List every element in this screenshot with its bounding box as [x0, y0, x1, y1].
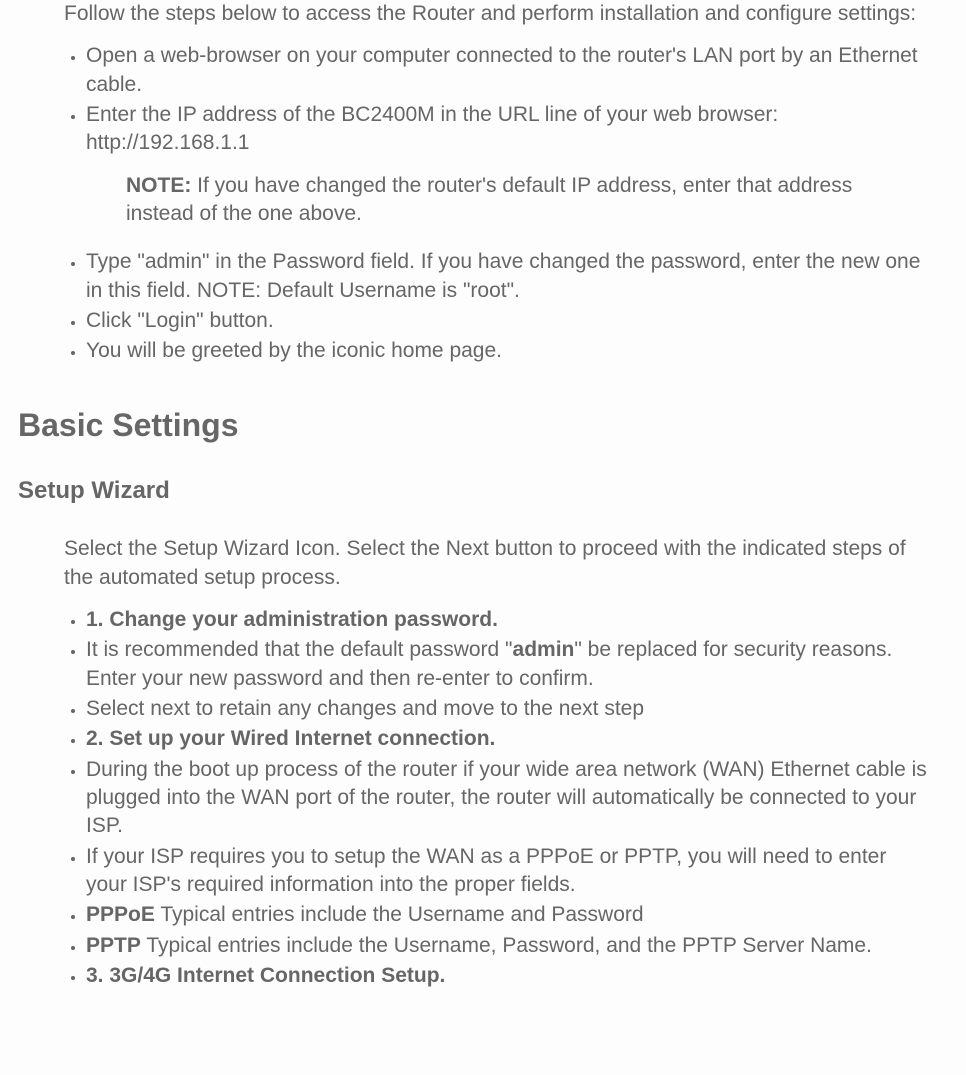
list-item: PPTP Typical entries include the Usernam…	[86, 932, 928, 960]
text: It is recommended that the default passw…	[86, 638, 513, 661]
list-item: 1. Change your administration password.	[86, 606, 928, 634]
bold-text: PPPoE	[86, 903, 155, 926]
list-item: Open a web-browser on your computer conn…	[86, 42, 928, 99]
list-item: Enter the IP address of the BC2400M in t…	[86, 101, 928, 158]
access-steps-list-2: Type "admin" in the Password field. If y…	[64, 248, 928, 365]
note-label: NOTE:	[126, 174, 191, 197]
list-item: If your ISP requires you to setup the WA…	[86, 843, 928, 900]
intro-text: Follow the steps below to access the Rou…	[64, 0, 918, 28]
heading-setup-wizard: Setup Wizard	[18, 475, 948, 507]
list-item: Click "Login" button.	[86, 307, 928, 335]
text: Typical entries include the Username and…	[155, 903, 644, 926]
list-item: Select next to retain any changes and mo…	[86, 695, 928, 723]
list-item: During the boot up process of the router…	[86, 756, 928, 841]
step-heading: 1. Change your administration password.	[86, 608, 498, 631]
heading-basic-settings: Basic Settings	[18, 404, 948, 447]
list-item: 3. 3G/4G Internet Connection Setup.	[86, 962, 928, 990]
text: Typical entries include the Username, Pa…	[141, 934, 872, 957]
list-item: PPPoE Typical entries include the Userna…	[86, 901, 928, 929]
wizard-steps-list: 1. Change your administration password. …	[64, 606, 928, 990]
bold-text: admin	[513, 638, 575, 661]
access-steps-list-1: Open a web-browser on your computer conn…	[64, 42, 928, 157]
wizard-intro-text: Select the Setup Wizard Icon. Select the…	[64, 535, 918, 592]
note-block: NOTE: If you have changed the router's d…	[126, 172, 918, 229]
step-heading: 2. Set up your Wired Internet connection…	[86, 727, 495, 750]
list-item: You will be greeted by the iconic home p…	[86, 337, 928, 365]
list-item: It is recommended that the default passw…	[86, 636, 928, 693]
step-heading: 3. 3G/4G Internet Connection Setup.	[86, 964, 445, 987]
bold-text: PPTP	[86, 934, 141, 957]
list-item: 2. Set up your Wired Internet connection…	[86, 725, 928, 753]
list-item: Type "admin" in the Password field. If y…	[86, 248, 928, 305]
note-text: If you have changed the router's default…	[126, 174, 852, 225]
